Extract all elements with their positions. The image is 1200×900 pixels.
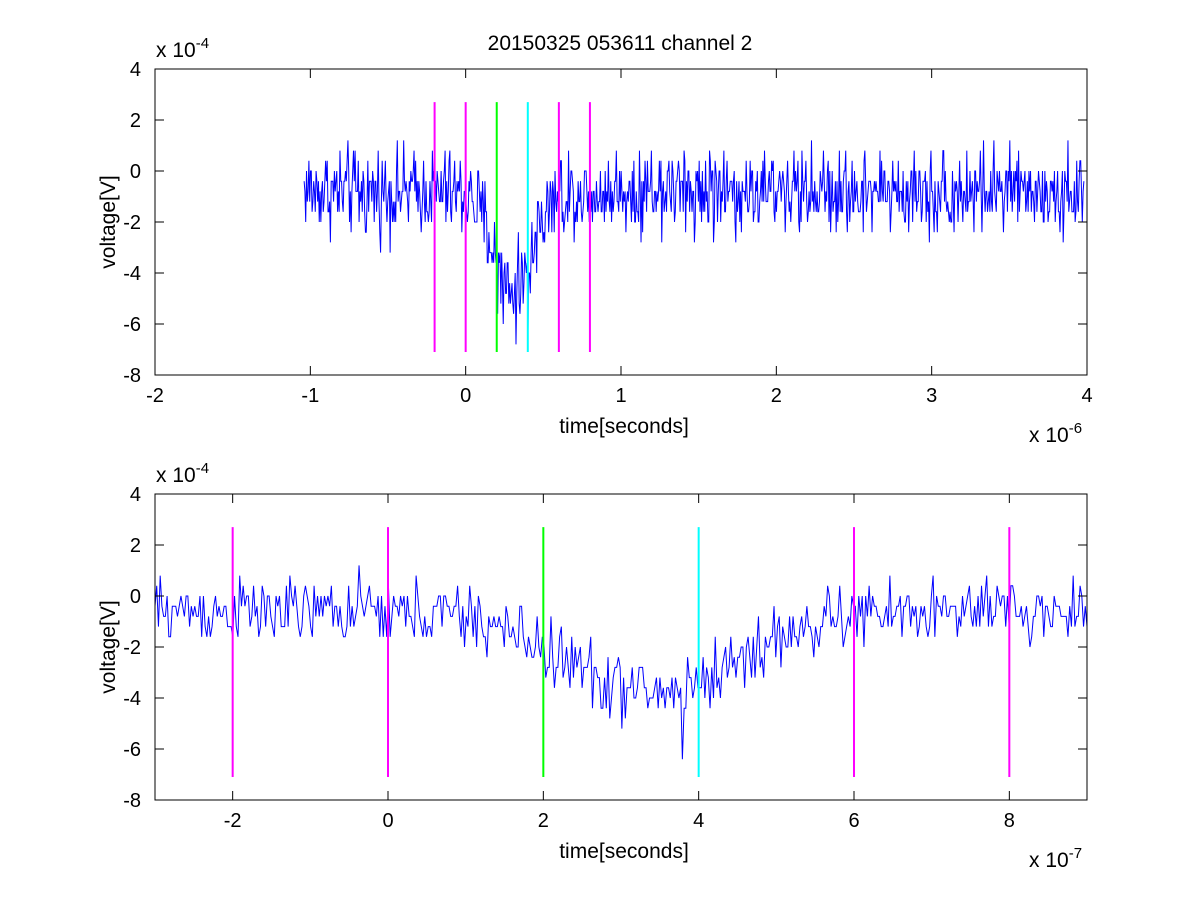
- x-tick-label: 4: [693, 810, 704, 832]
- x-multiplier-text: x 10: [1029, 849, 1069, 872]
- y-tick-label: 0: [130, 161, 141, 183]
- y-tick-label: -2: [123, 637, 141, 659]
- y-multiplier-text: x 10: [156, 39, 196, 62]
- y-tick-label: -6: [123, 314, 141, 336]
- x-exponent-label: x 10-6: [1029, 420, 1082, 447]
- y-multiplier-text: x 10: [156, 464, 196, 487]
- x-tick-label: 2: [771, 385, 782, 407]
- top-plot: -2 -1 0 1 2 3 4 -8 -6 -4 -2 0 2 4 time[seconds] voltage…: [97, 35, 1093, 447]
- x-tick-label: 2: [538, 810, 549, 832]
- x-exponent-sup: -6: [1069, 420, 1082, 437]
- bottom-plot: -2 0 2 4 6 8-8-6-4-2024time[seconds]voltage[V…: [97, 460, 1088, 872]
- x-tick-label: 4: [1081, 385, 1092, 407]
- y-tick-label: 2: [130, 535, 141, 557]
- y-tick-label: -4: [123, 688, 141, 710]
- x-axis-label: time[seconds]: [559, 415, 689, 438]
- y-tick-label: -4: [123, 263, 141, 285]
- y-tick-label: -2: [123, 212, 141, 234]
- y-axis-label: voltage[V]: [97, 175, 120, 268]
- x-exponent-sup: -7: [1069, 845, 1082, 862]
- x-tick-label: -2: [224, 810, 242, 832]
- x-tick-label: 6: [848, 810, 859, 832]
- y-tick-label: -8: [123, 365, 141, 387]
- x-tick-label: 1: [615, 385, 626, 407]
- y-tick-label: -6: [123, 739, 141, 761]
- x-multiplier-text: x 10: [1029, 424, 1069, 447]
- x-axis-label: time[seconds]: [559, 840, 689, 863]
- x-tick-label: 0: [460, 385, 471, 407]
- y-exponent-sup: -4: [196, 35, 209, 52]
- y-tick-label: 0: [130, 586, 141, 608]
- x-tick-label: 0: [382, 810, 393, 832]
- x-tick-label: -2: [146, 385, 164, 407]
- x-tick-label: -1: [301, 385, 319, 407]
- y-exponent-label: x 10-4: [156, 35, 209, 62]
- y-tick-label: 4: [130, 484, 141, 506]
- y-tick-label: 4: [130, 59, 141, 81]
- voltage-trace-line: [155, 565, 1087, 760]
- y-tick-label: -8: [123, 790, 141, 812]
- x-tick-label: 8: [1004, 810, 1015, 832]
- y-exponent-sup: -4: [196, 460, 209, 477]
- y-tick-label: 2: [130, 110, 141, 132]
- y-axis-label: voltage[V]: [97, 600, 120, 693]
- x-tick-label: 3: [926, 385, 937, 407]
- x-exponent-label: x 10-7: [1029, 845, 1082, 872]
- figure-title: 20150325 053611 channel 2: [488, 32, 753, 55]
- y-exponent-label: x 10-4: [156, 460, 209, 487]
